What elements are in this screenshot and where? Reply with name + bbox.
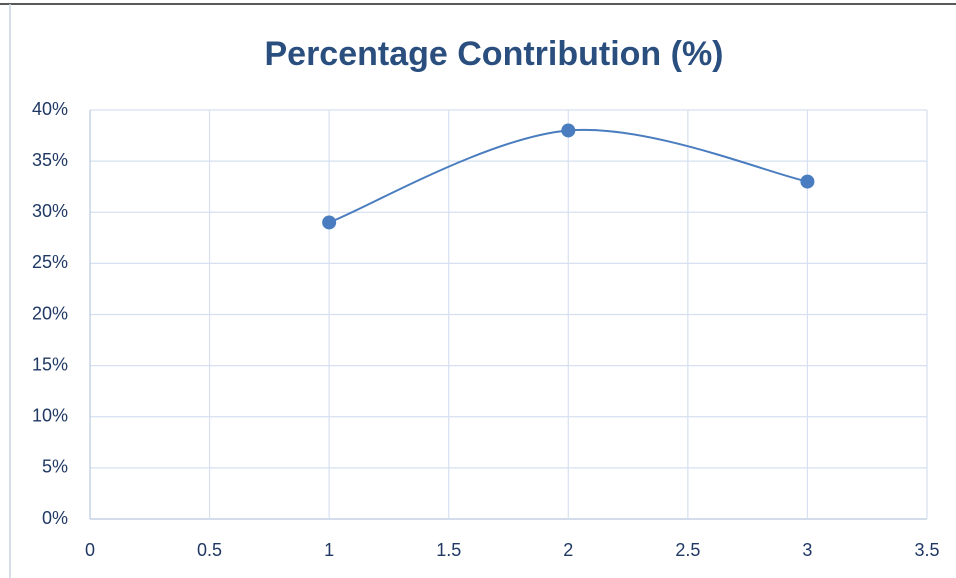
x-tick-label: 1.5 <box>436 540 461 560</box>
y-tick-label: 0% <box>42 508 68 528</box>
x-tick-label: 2.5 <box>675 540 700 560</box>
y-tick-label: 20% <box>32 303 68 323</box>
x-tick-label: 2 <box>563 540 573 560</box>
y-tick-label: 15% <box>32 354 68 374</box>
y-tick-label: 40% <box>32 99 68 119</box>
y-tick-label: 5% <box>42 457 68 477</box>
x-tick-label: 3.5 <box>914 540 939 560</box>
x-tick-label: 0 <box>85 540 95 560</box>
x-tick-label: 0.5 <box>197 540 222 560</box>
x-tick-label: 1 <box>324 540 334 560</box>
y-tick-label: 35% <box>32 150 68 170</box>
data-point <box>561 123 576 138</box>
y-tick-label: 30% <box>32 201 68 221</box>
chart-title: Percentage Contribution (%) <box>264 35 723 73</box>
y-tick-label: 10% <box>32 406 68 426</box>
y-tick-label: 25% <box>32 252 68 272</box>
data-point <box>322 215 337 230</box>
data-point <box>800 174 815 189</box>
x-tick-label: 3 <box>802 540 812 560</box>
